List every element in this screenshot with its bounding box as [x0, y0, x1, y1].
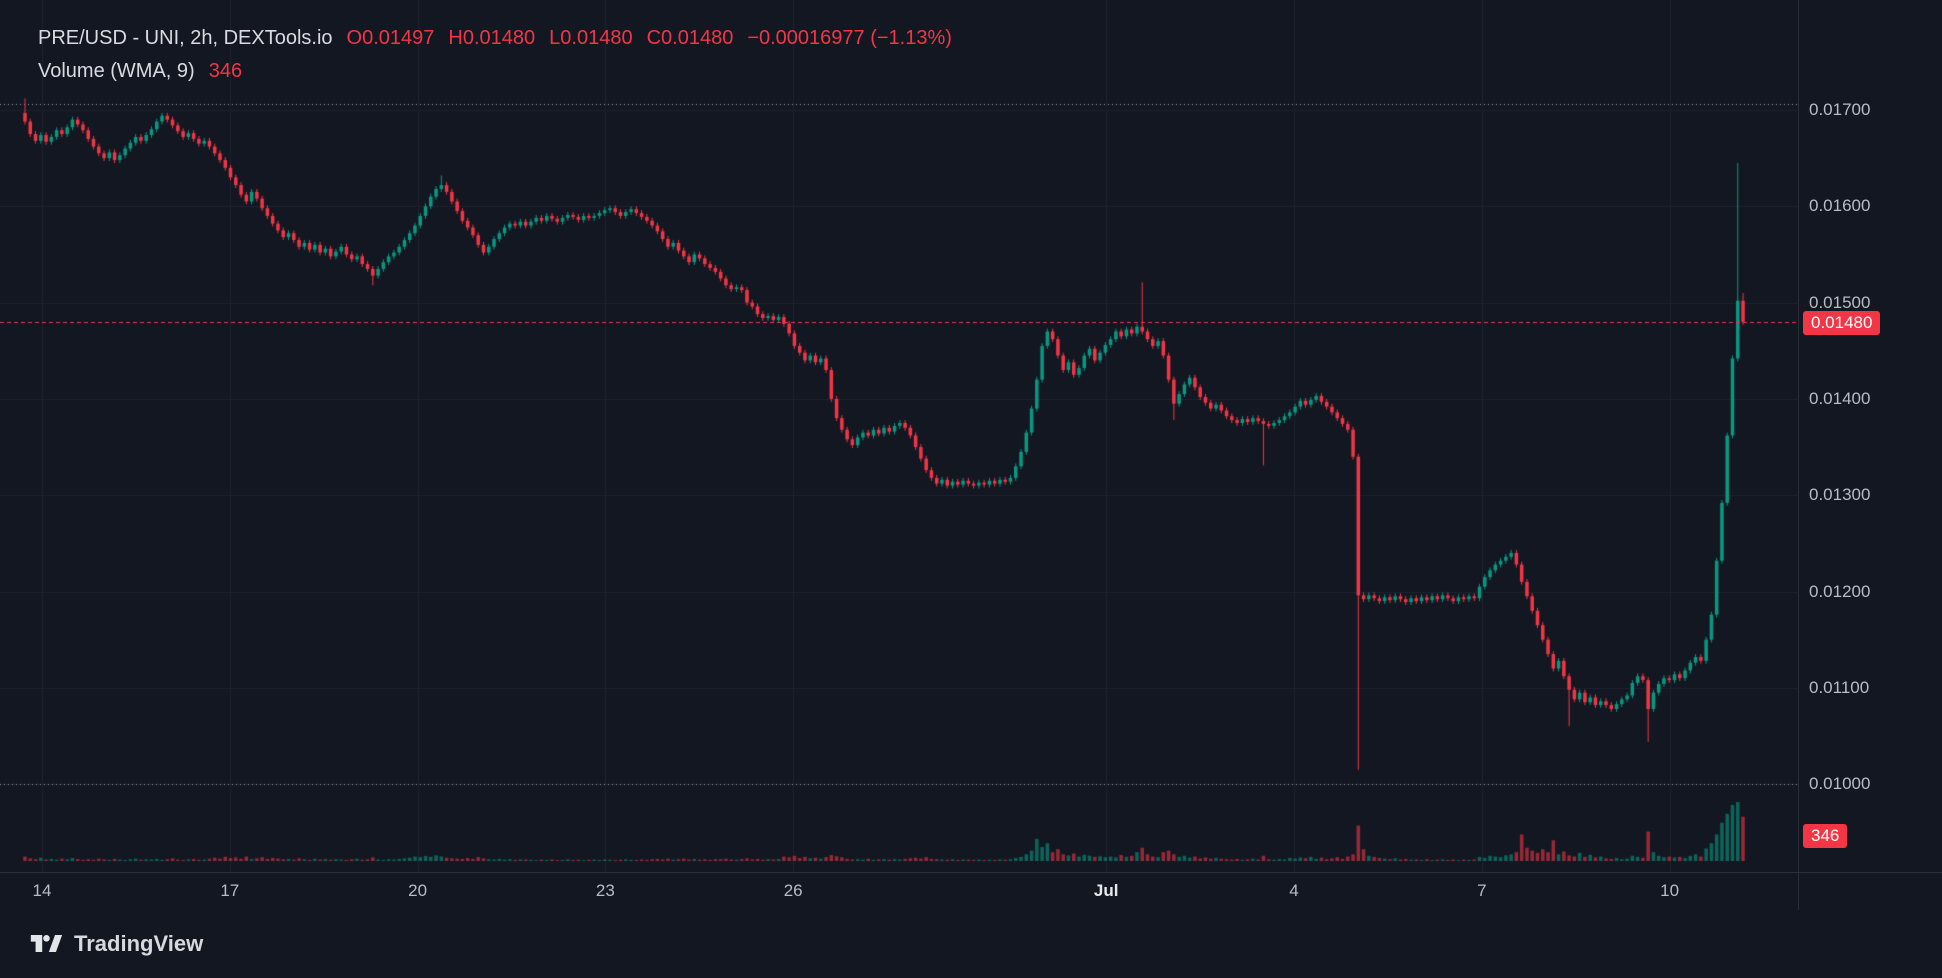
- x-axis-label: 26: [783, 881, 803, 900]
- price-chart-canvas[interactable]: [0, 0, 1798, 872]
- y-axis-label: 0.01100: [1809, 677, 1870, 697]
- time-axis[interactable]: 14 17 20 23 26 Jul 4 7 10: [0, 872, 1942, 913]
- x-axis-label: 7: [1477, 881, 1487, 900]
- price-badge: 0.01480: [1803, 310, 1881, 335]
- footer: TradingView: [28, 930, 203, 957]
- volume-badge: 346: [1803, 824, 1848, 848]
- y-axis-label: 0.01300: [1809, 485, 1871, 505]
- tradingview-brand[interactable]: TradingView: [74, 930, 204, 956]
- volume-indicator-value: 346: [208, 60, 243, 82]
- ohlc-low: L 0.01480: [549, 27, 633, 49]
- y-axis-label: 0.01400: [1809, 388, 1871, 408]
- x-axis-label: 20: [408, 881, 428, 900]
- chart-legend: PRE/USD - UNI, 2h, DEXTools.io O 0.01497 …: [38, 28, 952, 94]
- tradingview-logo-icon[interactable]: [28, 930, 64, 957]
- symbol-title[interactable]: PRE/USD - UNI, 2h, DEXTools.io: [38, 27, 333, 49]
- legend-volume-row: Volume (WMA, 9) 346: [38, 61, 952, 81]
- x-axis-label: 14: [32, 881, 52, 900]
- price-change: −0.00016977 (−1.13%): [747, 27, 952, 49]
- y-axis-label: 0.01600: [1809, 196, 1871, 216]
- y-axis-label: 0.01700: [1809, 100, 1871, 119]
- price-axis[interactable]: 0.01480 346 0.01700 0.01600 0.01500 0.01400…: [1798, 0, 1942, 910]
- y-axis-label: 0.01500: [1809, 292, 1871, 312]
- ohlc-close: C 0.01480: [646, 27, 734, 49]
- y-axis-label: 0.01000: [1809, 774, 1871, 794]
- x-axis-label: 4: [1289, 881, 1299, 900]
- y-axis-label: 0.01200: [1809, 581, 1871, 601]
- x-axis-label: Jul: [1093, 881, 1119, 900]
- legend-symbol-row: PRE/USD - UNI, 2h, DEXTools.io O 0.01497 …: [38, 28, 952, 48]
- volume-indicator-label[interactable]: Volume (WMA, 9): [38, 60, 195, 82]
- ohlc-open: O 0.01497: [346, 27, 435, 49]
- x-axis-label: 23: [595, 881, 615, 900]
- x-axis-label: 17: [220, 881, 240, 900]
- ohlc-high: H 0.01480: [448, 27, 536, 49]
- x-axis-label: 10: [1660, 881, 1680, 900]
